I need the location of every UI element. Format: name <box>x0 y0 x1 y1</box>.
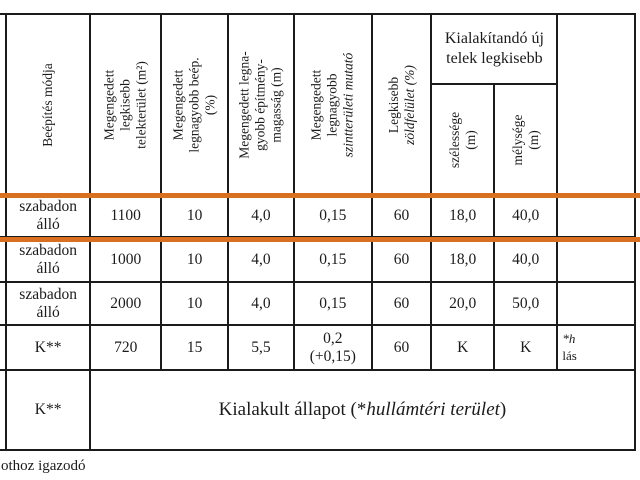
header-line: Kialakítandó új <box>444 30 544 47</box>
table-row: szabadon álló 1000 10 4,0 0,15 60 18,0 4… <box>0 236 636 283</box>
header-row-group: Beépítés módja Megengedett legkisebb tel… <box>0 13 636 196</box>
regulation-table: Beépítés módja Megengedett legkisebb tel… <box>0 13 637 451</box>
header-line: Megengedett <box>170 69 186 140</box>
orange-highlight-line-bottom <box>0 237 640 242</box>
cell-melyseg: 40,0 <box>492 236 559 283</box>
header-line: gyobb építmény- <box>252 58 268 151</box>
orange-highlight-line-top <box>0 193 640 198</box>
header-line: legkisebb <box>117 78 133 131</box>
header-line: (m) <box>525 129 541 150</box>
header-line: Megengedett <box>308 69 324 140</box>
cell-magassag: 4,0 <box>226 194 296 238</box>
cell-note: *h lás <box>556 324 636 371</box>
header-line: szélessége <box>446 111 462 168</box>
header-epitmenymagassag: Megengedett legna- gyobb építmény- magas… <box>226 13 296 196</box>
cell-beepitettseg: 15 <box>160 324 229 371</box>
header-line: Megengedett legna- <box>236 50 252 159</box>
cell-szintterulet: 0,15 <box>293 281 373 326</box>
header-line: magasság (m) <box>269 66 285 143</box>
header-beepites-modja: Beépítés módja <box>5 13 91 196</box>
cell-melyseg: 50,0 <box>492 281 559 326</box>
cell-telekterulet: 1000 <box>88 236 163 283</box>
note-fragment-line: lás <box>562 347 577 363</box>
header-line: (%) <box>202 94 218 115</box>
cell-mode: K** <box>5 369 91 451</box>
cell-beepitettseg: 10 <box>160 236 229 283</box>
cell-empty <box>0 369 8 451</box>
header-telekterulet: Megengedett legkisebb telekterület (m²) <box>88 13 163 196</box>
cell-note <box>556 236 636 283</box>
cell-szelesseg: K <box>430 324 495 371</box>
table-row: szabadon álló 2000 10 4,0 0,15 60 20,0 5… <box>0 281 636 326</box>
cell-mode: K** <box>5 324 91 371</box>
header-szelessege: szélessége (m) <box>430 83 495 196</box>
cell-szelesseg: 18,0 <box>430 194 495 238</box>
cell-melyseg: K <box>492 324 559 371</box>
cell-mode: szabadon álló <box>5 236 91 283</box>
cell-mode: szabadon álló <box>5 194 91 238</box>
header-line: legnagyobb <box>324 73 340 136</box>
cell-szelesseg: 20,0 <box>430 281 495 326</box>
cell-magassag: 4,0 <box>226 281 296 326</box>
cell-note <box>556 281 636 326</box>
merged-text-italic: hullámtéri terület <box>366 399 500 420</box>
header-szintteruleti-mutato: Megengedett legnagyobb szintterületi mut… <box>293 13 373 196</box>
table-row: K** 720 15 5,5 0,2 (+0,15) 60 K K *h lás <box>0 324 636 371</box>
header-line-italic: szintterületi mutató <box>340 52 356 157</box>
table-row-merged: K** Kialakult állapot (*hullámtéri terül… <box>0 369 637 451</box>
cell-zoldfelulet: 60 <box>370 281 433 326</box>
cell-empty <box>0 324 8 371</box>
cell-szelesseg: 18,0 <box>430 236 495 283</box>
cell-zoldfelulet: 60 <box>370 324 433 371</box>
header-group-uj-telek: Kialakítandó új telek legkisebb <box>430 13 559 85</box>
cell-telekterulet: 1100 <box>88 194 163 238</box>
cell-empty <box>0 281 8 326</box>
header-label: Beépítés módja <box>40 62 56 147</box>
cell-melyseg: 40,0 <box>492 194 559 238</box>
cell-zoldfelulet: 60 <box>370 236 433 283</box>
cell-magassag: 5,5 <box>226 324 296 371</box>
header-line: telek legkisebb <box>446 50 543 67</box>
table-row: szabadon álló 1100 10 4,0 0,15 60 18,0 4… <box>0 194 636 238</box>
header-line: Legkisebb <box>385 76 401 133</box>
footer-note-text: othoz igazodó <box>1 458 86 474</box>
cell-note <box>556 194 636 238</box>
header-zoldfelulet: Legkisebb zöldfelület (%) <box>370 13 433 196</box>
header-line-italic: zöldfelület (%) <box>401 64 417 145</box>
cell-mode: szabadon álló <box>5 281 91 326</box>
cell-zoldfelulet: 60 <box>370 194 433 238</box>
cell-magassag: 4,0 <box>226 236 296 283</box>
header-row-sub: szélessége (m) mélysége (m) <box>0 83 635 196</box>
header-line: telekterület (m²) <box>133 60 149 149</box>
cell-kialakult-allapot: Kialakult állapot (*hullámtéri terület) <box>88 369 637 451</box>
header-notes-column-empty <box>556 13 636 196</box>
header-line: legnagyobb beép. <box>186 56 202 153</box>
header-line: Megengedett <box>101 69 117 140</box>
header-melysege: mélysége (m) <box>492 83 559 196</box>
cell-telekterulet: 2000 <box>88 281 163 326</box>
cell-szintterulet: 0,2 (+0,15) <box>293 324 373 371</box>
cell-beepitettseg: 10 <box>160 281 229 326</box>
cell-szintterulet: 0,15 <box>293 194 373 238</box>
header-line: (m) <box>462 129 478 150</box>
cell-szintterulet: 0,15 <box>293 236 373 283</box>
merged-text-suffix: ) <box>499 399 507 420</box>
note-fragment-line: *h <box>562 331 576 347</box>
header-line: mélysége <box>509 114 525 165</box>
header-beepitettseg: Megengedett legnagyobb beép. (%) <box>160 13 229 196</box>
cell-telekterulet: 720 <box>88 324 163 371</box>
merged-text-prefix: Kialakult állapot (* <box>218 399 367 420</box>
cell-beepitettseg: 10 <box>160 194 229 238</box>
